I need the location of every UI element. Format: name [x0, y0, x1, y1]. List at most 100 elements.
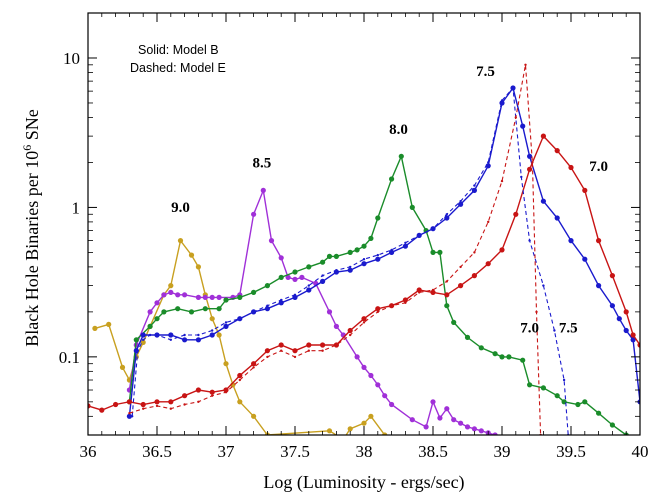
data-point-solid-8-0: [582, 399, 588, 405]
data-point-dashed-7-5: [266, 304, 269, 307]
data-point-solid-7-0: [471, 273, 477, 279]
data-point-solid-7-5: [306, 287, 312, 293]
data-point-solid-7-5: [582, 256, 588, 262]
data-point-solid-7-5: [609, 303, 616, 309]
data-point-solid-8-5: [209, 294, 215, 300]
data-point-dashed-7-0: [211, 394, 214, 397]
data-point-solid-8-5: [423, 424, 429, 430]
data-point-solid-8-0: [375, 215, 381, 221]
data-point-dashed-7-5: [376, 253, 379, 257]
data-point-solid-7-0: [361, 316, 367, 322]
data-point-dashed-7-5: [459, 200, 462, 203]
x-tick-label: 39.5: [556, 442, 586, 461]
data-point-solid-7-0: [306, 342, 312, 348]
data-point-solid-7-0: [264, 348, 270, 354]
data-point-solid-7-0: [209, 389, 215, 395]
data-point-dashed-7-5: [473, 184, 476, 187]
data-point-dashed-7-0: [459, 265, 462, 269]
data-point-solid-8-5: [216, 294, 222, 300]
data-point-solid-8-0: [133, 337, 139, 343]
data-point-dashed-7-5: [169, 338, 172, 341]
data-point-solid-8-0: [596, 410, 602, 416]
data-point-solid-8-0: [430, 249, 436, 255]
data-point-solid-7-5: [527, 153, 533, 159]
data-point-solid-8-5: [260, 187, 266, 193]
x-tick-label: 40: [632, 442, 649, 461]
data-point-solid-8-0: [464, 334, 471, 340]
data-point-solid-7-0: [623, 309, 629, 315]
data-point-dashed-7-5: [280, 298, 283, 302]
data-point-solid-9-0: [347, 426, 353, 432]
peak-label-7-0: 7.0: [520, 321, 539, 337]
data-point-solid-8-0: [251, 289, 257, 295]
data-point-solid-7-0: [320, 342, 326, 348]
data-point-solid-8-5: [175, 292, 181, 298]
data-point-dashed-7-5: [362, 258, 366, 261]
data-point-solid-7-5: [402, 243, 408, 249]
data-point-solid-9-0: [140, 339, 146, 345]
data-point-solid-8-0: [540, 385, 547, 391]
data-point-solid-7-5: [223, 323, 229, 329]
data-point-dashed-7-0: [224, 391, 228, 394]
data-point-solid-8-0: [326, 253, 333, 259]
data-point-solid-9-0: [177, 238, 184, 244]
y-tick-label: 10: [63, 49, 80, 68]
data-point-solid-7-5: [278, 300, 284, 306]
data-point-solid-8-5: [299, 274, 305, 280]
data-point-solid-7-5: [554, 215, 560, 221]
data-point-solid-8-5: [478, 428, 484, 434]
peak-label-7-5: 7.5: [559, 321, 578, 337]
data-point-solid-7-0: [554, 148, 560, 154]
data-point-dashed-7-5: [136, 349, 139, 352]
data-point-solid-7-0: [430, 289, 436, 295]
data-point-solid-8-5: [409, 417, 415, 423]
data-point-dashed-7-0: [349, 333, 352, 337]
data-point-dashed-7-0: [418, 291, 421, 294]
peak-label-9-0: 9.0: [171, 200, 190, 216]
data-point-solid-8-0: [409, 204, 415, 210]
data-point-solid-8-5: [182, 292, 188, 298]
data-point-solid-7-0: [99, 407, 105, 413]
data-point-solid-7-5: [361, 261, 367, 267]
data-point-solid-8-0: [264, 283, 270, 289]
data-point-dashed-7-5: [553, 329, 556, 332]
data-point-solid-7-0: [154, 399, 160, 405]
data-point-dashed-7-5: [252, 310, 255, 314]
data-point-solid-8-5: [285, 274, 291, 280]
y-axis-title: Black Hole Binaries per 106 SNe: [20, 109, 42, 346]
data-point-solid-7-0: [375, 306, 381, 312]
data-point-solid-7-0: [347, 327, 353, 334]
data-point-solid-7-5: [520, 123, 526, 129]
data-point-dashed-7-0: [252, 366, 255, 369]
data-point-solid-8-0: [575, 401, 581, 408]
data-point-dashed-7-5: [238, 317, 241, 320]
data-point-dashed-7-5: [528, 239, 531, 242]
data-point-dashed-7-0: [376, 310, 379, 314]
data-point-solid-9-0: [251, 413, 257, 419]
data-point-dashed-7-5: [142, 338, 145, 341]
data-point-dashed-7-0: [473, 251, 476, 254]
x-tick-label: 39: [494, 442, 511, 461]
x-tick-label: 38.5: [418, 442, 448, 461]
peak-label-7-0: 7.0: [589, 159, 608, 175]
data-point-solid-7-5: [264, 306, 270, 312]
data-point-dashed-7-5: [520, 175, 523, 179]
data-point-solid-7-5: [568, 238, 574, 244]
data-point-dashed-7-0: [183, 403, 186, 406]
data-point-solid-8-0: [161, 309, 167, 315]
data-point-solid-8-0: [368, 235, 374, 241]
peak-label-7-5: 7.5: [476, 64, 495, 80]
data-point-dashed-7-0: [280, 349, 283, 352]
data-point-solid-9-0: [326, 428, 333, 434]
x-tick-label: 37: [218, 442, 236, 461]
data-point-solid-7-0: [458, 283, 464, 289]
data-point-dashed-7-0: [362, 321, 366, 324]
data-point-dashed-7-5: [349, 265, 352, 269]
data-point-solid-8-0: [437, 249, 443, 255]
data-point-solid-7-5: [623, 327, 629, 334]
data-point-dashed-7-0: [238, 378, 241, 382]
data-point-solid-9-0: [361, 420, 367, 426]
data-point-dashed-7-0: [514, 116, 517, 119]
data-point-solid-9-0: [168, 283, 174, 289]
data-point-solid-7-5: [540, 198, 547, 204]
